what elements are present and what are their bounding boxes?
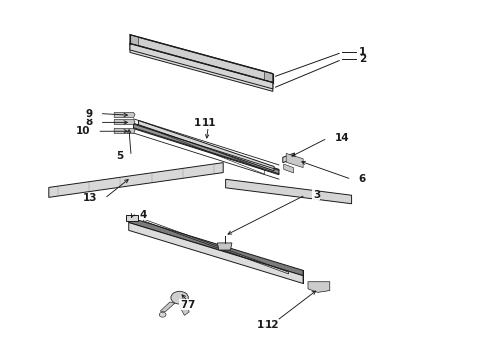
Polygon shape xyxy=(286,153,303,168)
Polygon shape xyxy=(225,179,352,204)
Polygon shape xyxy=(283,153,294,163)
Text: 7: 7 xyxy=(180,300,187,310)
Text: 1: 1 xyxy=(359,48,366,57)
Text: 2: 2 xyxy=(359,54,366,64)
Circle shape xyxy=(171,291,188,304)
Polygon shape xyxy=(114,112,135,117)
Polygon shape xyxy=(129,222,303,283)
Text: 9: 9 xyxy=(85,109,93,118)
Polygon shape xyxy=(130,44,273,91)
Circle shape xyxy=(159,312,166,317)
Text: 11: 11 xyxy=(201,118,216,128)
Text: 4: 4 xyxy=(140,210,147,220)
Text: 5: 5 xyxy=(117,151,124,161)
Polygon shape xyxy=(284,164,294,173)
Polygon shape xyxy=(129,217,303,276)
Text: 12: 12 xyxy=(257,320,271,330)
Polygon shape xyxy=(138,121,274,171)
Text: 13: 13 xyxy=(83,193,97,203)
Text: 8: 8 xyxy=(85,117,93,127)
Polygon shape xyxy=(130,44,273,89)
Text: 7: 7 xyxy=(187,300,195,310)
Polygon shape xyxy=(114,120,135,125)
Text: 6: 6 xyxy=(359,174,366,184)
Polygon shape xyxy=(134,123,279,175)
Text: 12: 12 xyxy=(265,320,279,330)
Polygon shape xyxy=(126,215,138,221)
Polygon shape xyxy=(130,35,273,82)
Polygon shape xyxy=(160,302,175,312)
Polygon shape xyxy=(180,303,189,315)
Polygon shape xyxy=(218,243,232,250)
Text: 11: 11 xyxy=(194,118,209,128)
Polygon shape xyxy=(49,163,223,197)
Text: 10: 10 xyxy=(75,126,90,136)
Polygon shape xyxy=(114,129,135,134)
Text: 14: 14 xyxy=(335,133,349,143)
Text: 3: 3 xyxy=(313,190,320,200)
Polygon shape xyxy=(139,37,264,80)
Polygon shape xyxy=(308,282,330,292)
